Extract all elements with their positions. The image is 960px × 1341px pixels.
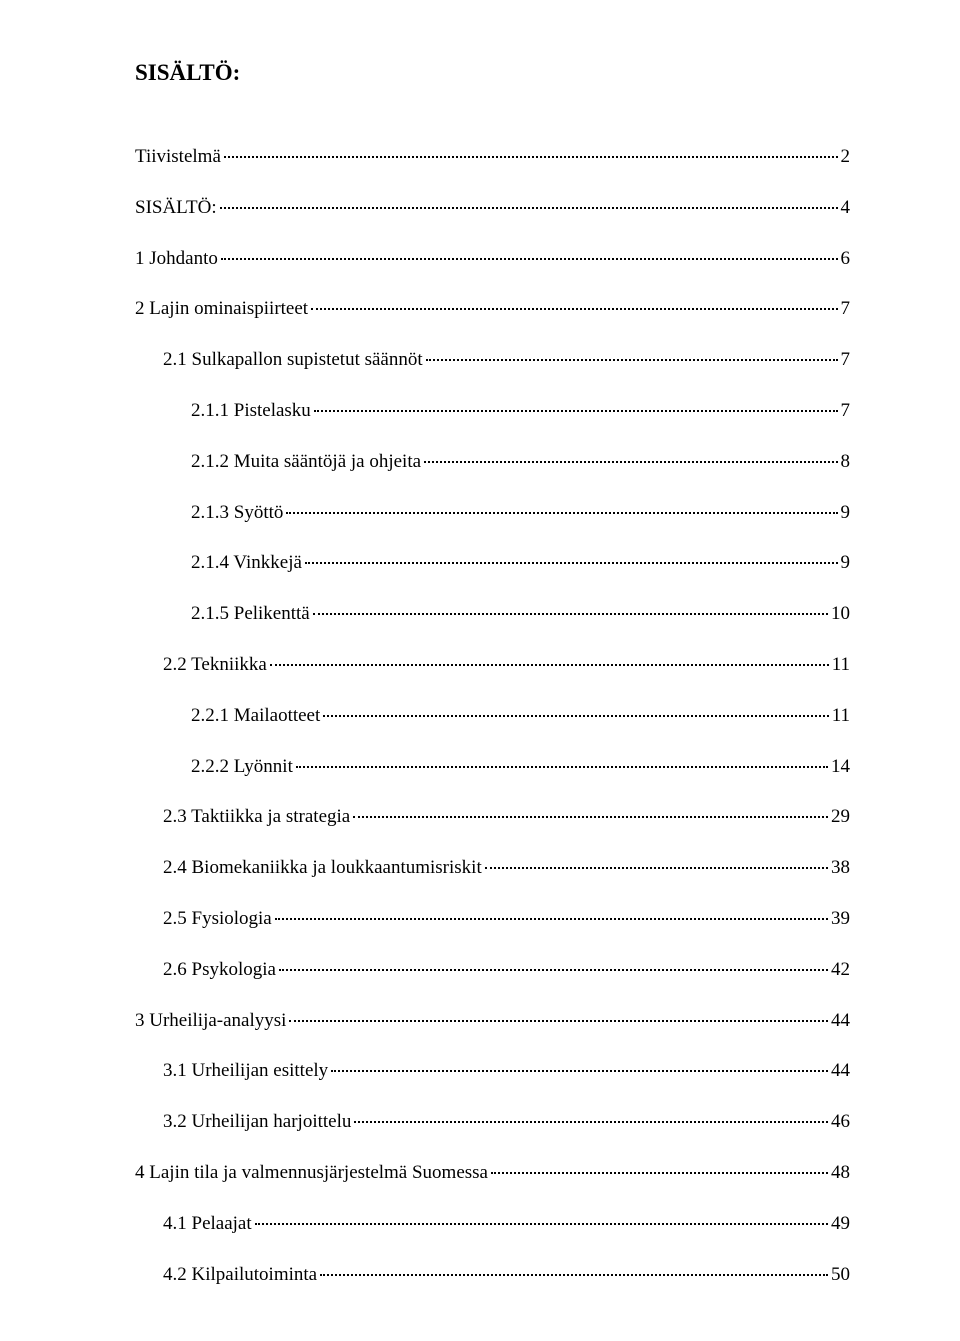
- toc-entry: 3 Urheilija-analyysi 44: [135, 1010, 850, 1033]
- toc-entry: 1 Johdanto 6: [135, 248, 850, 271]
- toc-entry-page: 2: [841, 146, 851, 169]
- toc-entry-page: 9: [841, 552, 851, 575]
- toc-entry-label: 2 Lajin ominaispiirteet: [135, 298, 308, 321]
- toc-entry: 2.4 Biomekaniikka ja loukkaantumisriskit…: [135, 857, 850, 880]
- toc-entry-label: 2.1.5 Pelikenttä: [191, 603, 310, 626]
- toc-heading: SISÄLTÖ:: [135, 60, 850, 86]
- toc-entry-page: 8: [841, 451, 851, 474]
- toc-entry-label: 2.1 Sulkapallon supistetut säännöt: [163, 349, 423, 372]
- toc-entry-page: 42: [831, 959, 850, 982]
- toc-entry-page: 48: [831, 1162, 850, 1185]
- document-page: SISÄLTÖ: Tiivistelmä 2 SISÄLTÖ: 4 1 Johdanto…: [0, 0, 960, 1341]
- toc-entry: 4.2 Kilpailutoiminta 50: [135, 1264, 850, 1287]
- toc-leader-dots: [491, 1172, 828, 1174]
- toc-entry-page: 9: [841, 502, 851, 525]
- toc-leader-dots: [424, 461, 837, 463]
- toc-list: Tiivistelmä 2 SISÄLTÖ: 4 1 Johdanto 6 2 Lajin …: [135, 146, 850, 1286]
- toc-entry-label: 3.2 Urheilijan harjoittelu: [163, 1111, 351, 1134]
- toc-leader-dots: [296, 766, 828, 768]
- toc-leader-dots: [314, 410, 838, 412]
- toc-entry-label: 3.1 Urheilijan esittely: [163, 1060, 328, 1083]
- toc-entry-page: 4: [841, 197, 851, 220]
- toc-entry: 2 Lajin ominaispiirteet 7: [135, 298, 850, 321]
- toc-entry-label: 2.1.1 Pistelasku: [191, 400, 311, 423]
- toc-entry-label: 2.5 Fysiologia: [163, 908, 272, 931]
- toc-entry-page: 10: [831, 603, 850, 626]
- toc-entry-label: 4.1 Pelaajat: [163, 1213, 252, 1236]
- toc-leader-dots: [323, 715, 828, 717]
- toc-entry: 2.2 Tekniikka 11: [135, 654, 850, 677]
- toc-entry-page: 38: [831, 857, 850, 880]
- toc-leader-dots: [275, 918, 828, 920]
- toc-entry-page: 11: [832, 654, 850, 677]
- toc-entry: SISÄLTÖ: 4: [135, 197, 850, 220]
- toc-entry-label: 4 Lajin tila ja valmennusjärjestelmä Suo…: [135, 1162, 488, 1185]
- toc-entry-label: 1 Johdanto: [135, 248, 218, 271]
- toc-entry: 2.1.1 Pistelasku 7: [135, 400, 850, 423]
- toc-entry: 4 Lajin tila ja valmennusjärjestelmä Suo…: [135, 1162, 850, 1185]
- toc-leader-dots: [354, 1121, 828, 1123]
- toc-entry-label: 2.1.2 Muita sääntöjä ja ohjeita: [191, 451, 421, 474]
- toc-entry-page: 50: [831, 1264, 850, 1287]
- toc-leader-dots: [426, 359, 838, 361]
- toc-entry: 2.3 Taktiikka ja strategia 29: [135, 806, 850, 829]
- toc-leader-dots: [286, 512, 837, 514]
- toc-leader-dots: [279, 969, 828, 971]
- toc-entry: Tiivistelmä 2: [135, 146, 850, 169]
- toc-entry: 2.1 Sulkapallon supistetut säännöt 7: [135, 349, 850, 372]
- toc-entry: 2.2.2 Lyönnit 14: [135, 756, 850, 779]
- toc-entry: 2.5 Fysiologia 39: [135, 908, 850, 931]
- toc-entry-page: 44: [831, 1060, 850, 1083]
- toc-leader-dots: [331, 1070, 828, 1072]
- toc-entry-label: 2.2 Tekniikka: [163, 654, 267, 677]
- toc-entry-page: 44: [831, 1010, 850, 1033]
- toc-leader-dots: [270, 664, 829, 666]
- toc-entry-page: 39: [831, 908, 850, 931]
- toc-leader-dots: [485, 867, 828, 869]
- toc-entry-page: 6: [841, 248, 851, 271]
- toc-leader-dots: [311, 308, 837, 310]
- toc-leader-dots: [353, 816, 828, 818]
- toc-entry-page: 7: [841, 349, 851, 372]
- toc-entry-page: 11: [832, 705, 850, 728]
- toc-entry-label: Tiivistelmä: [135, 146, 221, 169]
- toc-entry-page: 29: [831, 806, 850, 829]
- toc-leader-dots: [220, 207, 838, 209]
- toc-entry-label: 3 Urheilija-analyysi: [135, 1010, 286, 1033]
- toc-entry-label: 2.4 Biomekaniikka ja loukkaantumisriskit: [163, 857, 482, 880]
- toc-leader-dots: [224, 156, 838, 158]
- toc-entry-label: 2.1.4 Vinkkejä: [191, 552, 302, 575]
- toc-leader-dots: [320, 1274, 828, 1276]
- toc-entry-page: 46: [831, 1111, 850, 1134]
- toc-entry-label: 2.3 Taktiikka ja strategia: [163, 806, 350, 829]
- toc-entry-label: 2.2.1 Mailaotteet: [191, 705, 320, 728]
- toc-leader-dots: [289, 1020, 828, 1022]
- toc-entry: 2.1.3 Syöttö 9: [135, 502, 850, 525]
- toc-leader-dots: [313, 613, 828, 615]
- toc-leader-dots: [255, 1223, 828, 1225]
- toc-entry-label: SISÄLTÖ:: [135, 197, 217, 220]
- toc-entry: 3.2 Urheilijan harjoittelu 46: [135, 1111, 850, 1134]
- toc-entry: 3.1 Urheilijan esittely 44: [135, 1060, 850, 1083]
- toc-entry-label: 4.2 Kilpailutoiminta: [163, 1264, 317, 1287]
- toc-entry: 2.1.5 Pelikenttä 10: [135, 603, 850, 626]
- toc-entry-label: 2.2.2 Lyönnit: [191, 756, 293, 779]
- toc-entry-page: 14: [831, 756, 850, 779]
- toc-entry: 4.1 Pelaajat 49: [135, 1213, 850, 1236]
- toc-entry: 2.2.1 Mailaotteet 11: [135, 705, 850, 728]
- toc-entry-label: 2.1.3 Syöttö: [191, 502, 283, 525]
- toc-entry: 2.1.4 Vinkkejä 9: [135, 552, 850, 575]
- toc-entry-page: 49: [831, 1213, 850, 1236]
- toc-entry-page: 7: [841, 298, 851, 321]
- toc-entry: 2.6 Psykologia 42: [135, 959, 850, 982]
- toc-leader-dots: [305, 562, 838, 564]
- toc-leader-dots: [221, 258, 838, 260]
- toc-entry-label: 2.6 Psykologia: [163, 959, 276, 982]
- toc-entry-page: 7: [841, 400, 851, 423]
- toc-entry: 2.1.2 Muita sääntöjä ja ohjeita 8: [135, 451, 850, 474]
